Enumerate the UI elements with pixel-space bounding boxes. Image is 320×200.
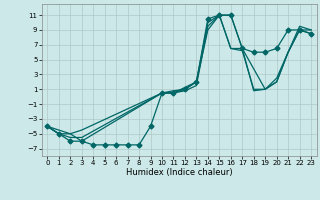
- X-axis label: Humidex (Indice chaleur): Humidex (Indice chaleur): [126, 168, 233, 177]
